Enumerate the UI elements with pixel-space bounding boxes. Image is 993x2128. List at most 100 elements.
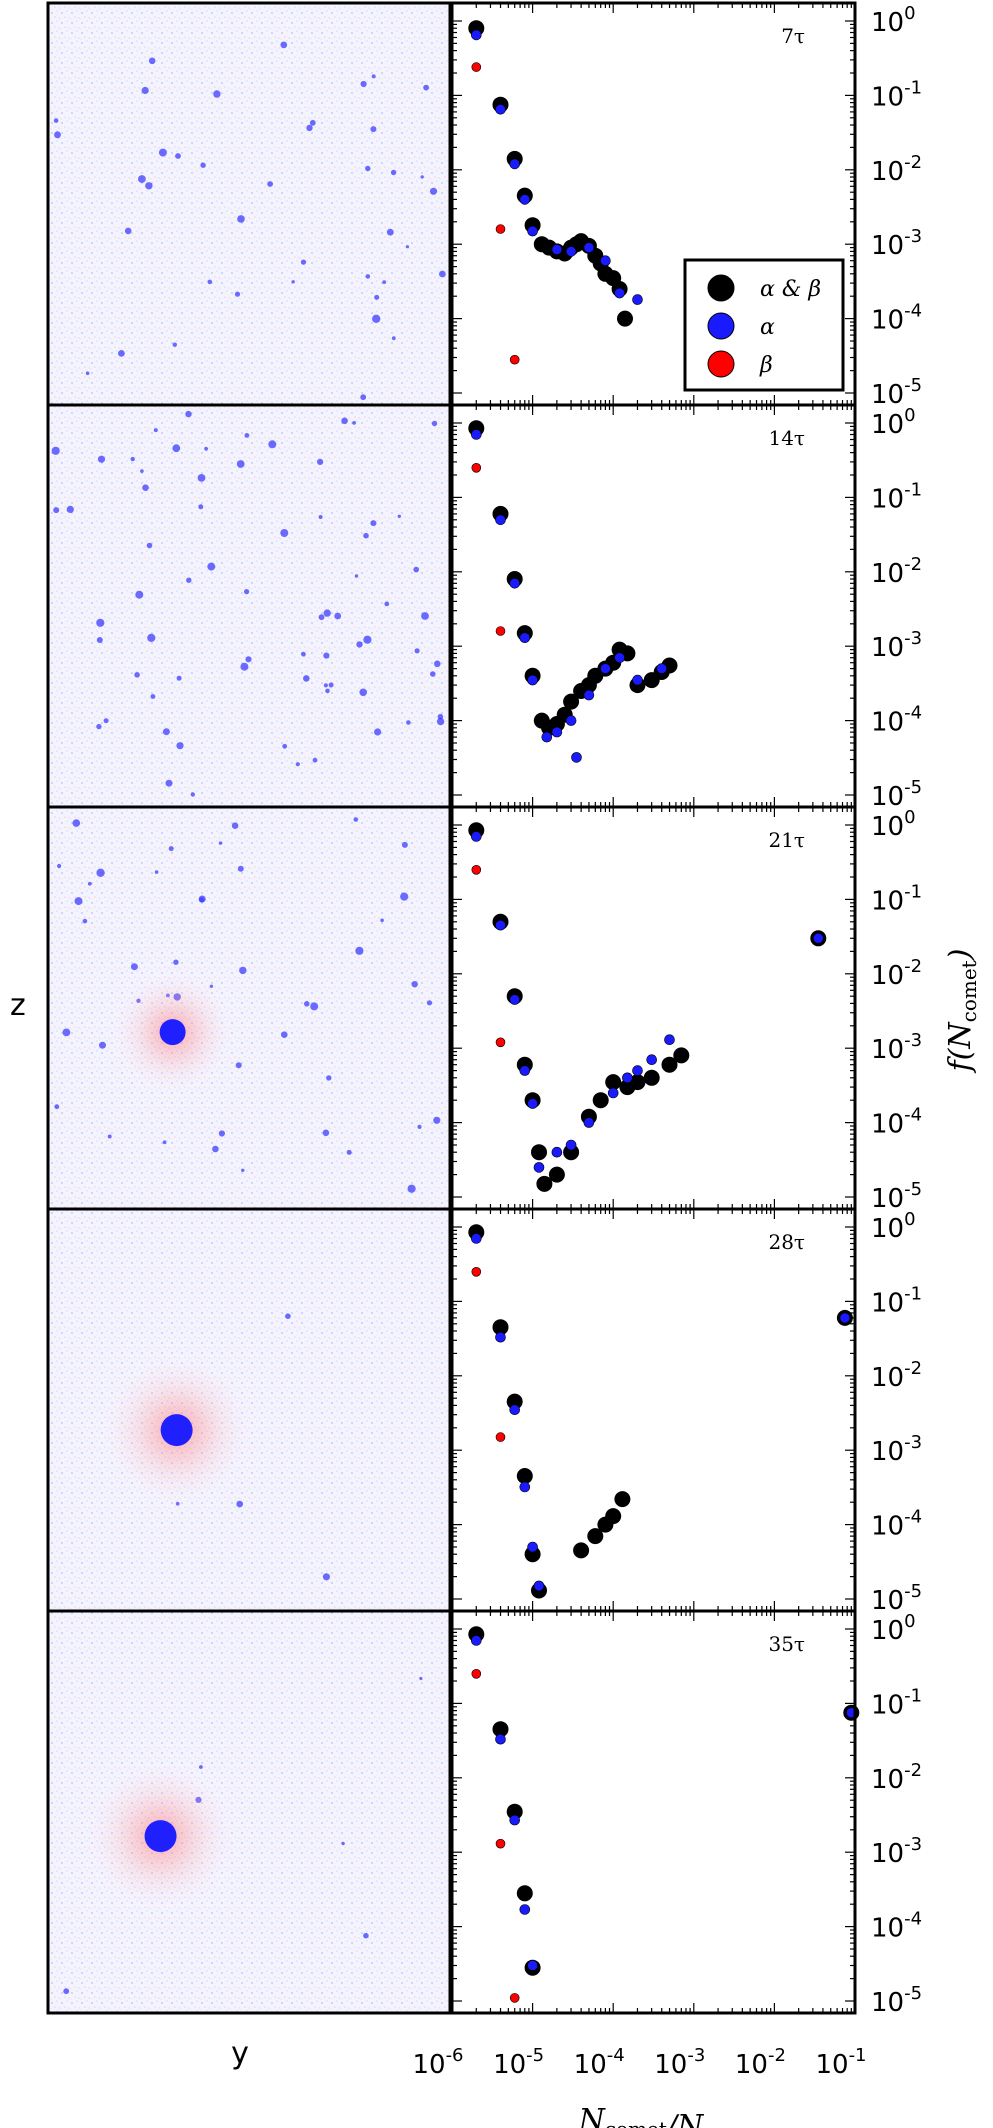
point-alpha-beta [617,310,633,327]
particle-clump [405,245,409,249]
point-alpha-beta [629,1074,646,1091]
point-alpha [565,1139,577,1151]
point-alpha [533,1580,545,1592]
point-alpha [551,244,563,255]
particle-clump [304,1001,310,1007]
point-alpha [600,255,611,267]
y-tick-label: 10-2 [871,554,922,589]
y-tick-label: 10-2 [871,1358,922,1393]
particle-clump [353,817,359,822]
y-tick-label: 10-5 [871,1179,922,1214]
y-tick-label: 10-4 [871,1507,922,1542]
particle-clump [66,505,74,513]
y-tick-label: 100 [871,3,916,38]
particle-clump [433,1116,441,1124]
point-alpha [812,932,824,944]
particle-clump [285,1313,291,1319]
particle-clump [130,456,135,462]
particle-clump [323,683,328,688]
distribution-plot-panel: 100 10-1 10-2 10-3 10-4 10-5 35τ [450,1609,922,2018]
y-tick-label: 10-1 [871,1685,922,1720]
particle-clump [359,688,368,697]
particle-clump [439,270,446,278]
point-alpha [583,242,595,253]
particle-clump [245,656,252,663]
point-alpha-beta [492,1319,509,1336]
point-alpha [519,1065,531,1076]
y-tick-label: 100 [871,807,916,842]
x-tick-label: 10-5 [493,2045,544,2080]
plot-background [452,807,855,1209]
point-alpha [527,1098,538,1109]
y-tick-label: 10-4 [871,1909,922,1944]
particle-clump [411,981,418,988]
point-alpha [495,1733,506,1745]
x-axis-title: Ncomet/Ntot [578,2103,732,2128]
particle-clump [103,718,109,724]
particle-clump [397,514,401,518]
comet-core [160,1414,193,1447]
y-tick-label: 10-1 [871,479,922,514]
particle-clump [374,728,382,736]
particle-noise [48,405,450,807]
particle-clump [312,757,318,763]
point-alpha-beta [614,1491,631,1508]
y-tick-label: 10-2 [871,956,922,991]
point-alpha [509,158,521,170]
particle-clump [235,1062,242,1069]
point-alpha [565,246,577,257]
particle-clump [426,1000,433,1006]
particle-clump [154,870,159,874]
point-alpha [527,1960,538,1971]
particle-image-panel [46,805,452,1211]
point-alpha [614,287,625,299]
particle-clump [407,1184,416,1193]
point-alpha [541,731,553,743]
point-alpha-beta [492,1721,509,1738]
point-alpha [664,1034,675,1045]
particle-clump [318,515,323,519]
particle-clump [234,291,241,297]
particle-clump [382,280,387,284]
y-tick-label: 10-4 [871,703,922,738]
point-alpha [509,994,521,1005]
point-alpha [495,104,506,115]
particle-clump [150,694,156,699]
particle-clump [239,966,247,975]
point-alpha [519,1481,531,1493]
point-beta [509,1993,520,2003]
point-alpha [646,1054,658,1065]
point-alpha-beta [605,1074,622,1091]
particle-clump [421,612,429,620]
particle-clump [138,175,146,183]
particle-clump [142,484,149,492]
particle-clump [413,566,420,573]
point-beta [471,1267,482,1277]
particle-clump [390,169,397,176]
particle-clump [420,175,424,179]
particle-clump [162,1140,167,1145]
particle-clump [175,153,181,159]
point-alpha [551,1146,563,1158]
point-alpha [656,663,668,674]
particle-clump [176,675,182,681]
particle-clump [96,723,102,730]
particle-clump [213,90,221,98]
particle-clump [295,762,300,767]
particle-clump [282,743,288,749]
particle-image-column [46,1,452,2015]
particle-clump [323,609,331,617]
particle-clump [236,1500,243,1508]
particle-clump [363,1932,369,1939]
particle-clump [310,1002,319,1011]
particle-clump [51,446,60,455]
point-beta [471,864,482,875]
y-tick-label: 10-5 [871,375,922,410]
particle-clump [96,618,105,627]
particle-clump [317,458,324,465]
particle-clump [237,215,245,223]
point-alpha [527,1541,538,1553]
y-tick-label: 10-3 [871,226,922,261]
legend-entry: α [760,315,775,340]
